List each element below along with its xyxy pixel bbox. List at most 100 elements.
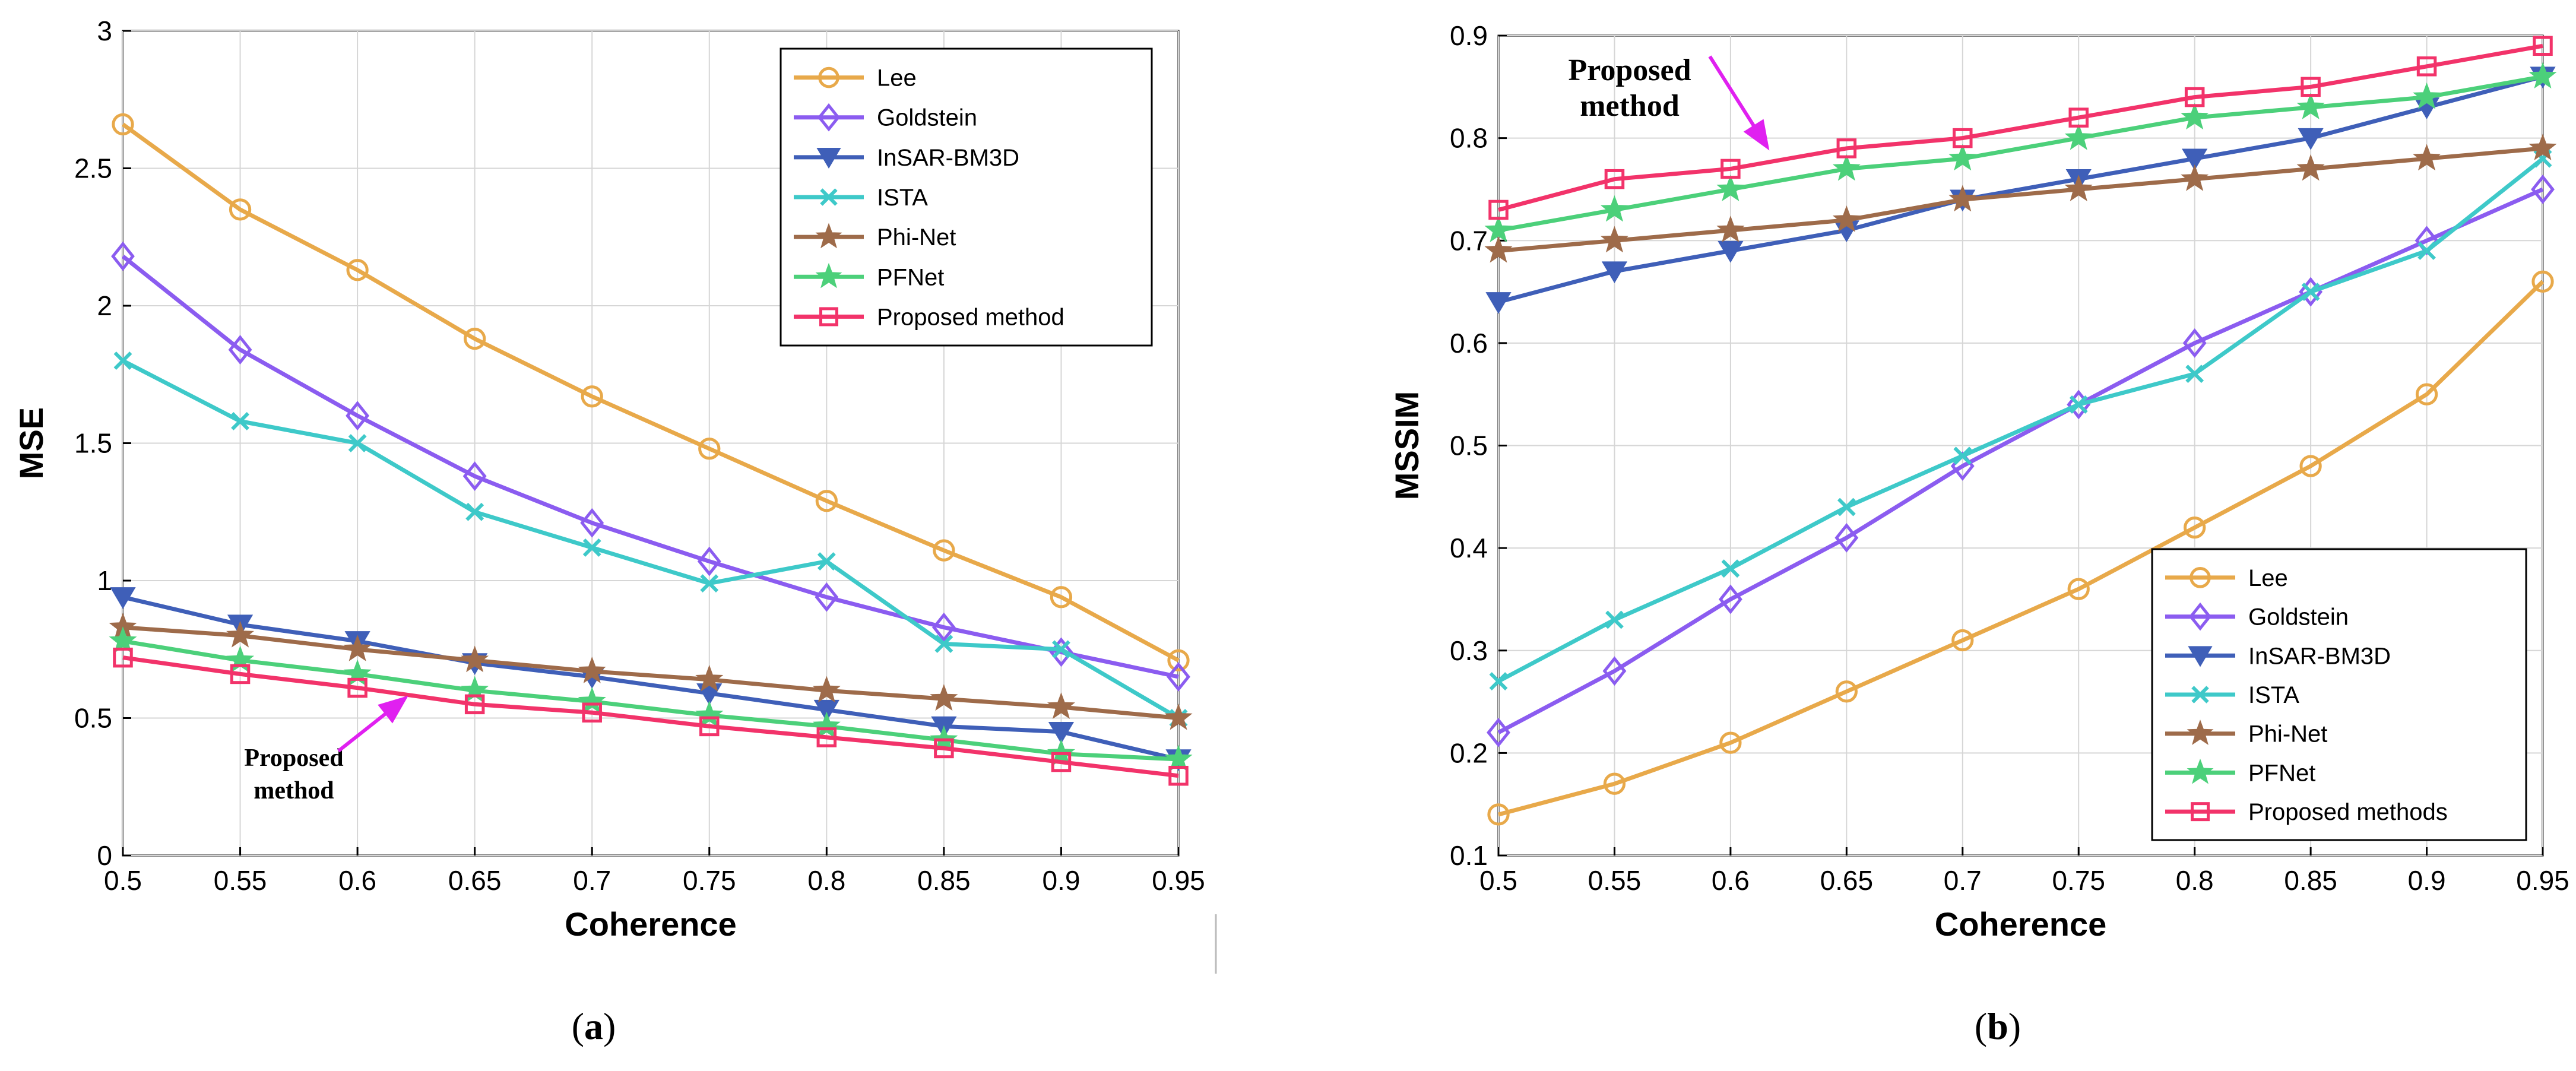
panel-b-x-tick-label: 0.65 bbox=[1820, 865, 1874, 896]
panel-a-data-point bbox=[113, 647, 133, 668]
panel-b-y-tick-label: 0.2 bbox=[1450, 737, 1488, 768]
panel-a-series-line bbox=[122, 359, 1180, 720]
panel-b-data-point bbox=[1832, 205, 1861, 232]
panel-a-data-point bbox=[815, 490, 838, 512]
panel-a-data-point bbox=[934, 635, 953, 653]
panel-a-data-point bbox=[695, 664, 724, 692]
panel-a-data-point bbox=[110, 587, 136, 609]
panel-a-x-tick-label: 0.6 bbox=[338, 865, 376, 896]
panel-a-data-point bbox=[461, 645, 489, 673]
legend-label: Proposed methods bbox=[2248, 799, 2448, 825]
panel-b-x-tick-label: 0.6 bbox=[1712, 865, 1750, 896]
panel-b-data-point bbox=[2529, 62, 2557, 89]
panel-b-data-point bbox=[1604, 169, 1625, 189]
panel-a-data-point bbox=[817, 552, 836, 571]
legend-item: Lee bbox=[2165, 565, 2288, 591]
panel-b-data-point bbox=[1837, 498, 1856, 517]
panel-a-series-lee bbox=[112, 113, 1190, 671]
panel-b-data-point bbox=[1834, 522, 1859, 553]
panel-a-x-tick-label: 0.9 bbox=[1042, 865, 1080, 896]
panel-a-y-axis-label: MSE bbox=[12, 407, 50, 479]
panel-b-annotation-line2: method bbox=[1580, 89, 1680, 123]
panel-a-data-point bbox=[697, 546, 721, 576]
panel-a-series-proposed-method bbox=[113, 647, 1189, 786]
panel-b-data-point bbox=[1716, 175, 1745, 201]
panel-b-data-point bbox=[1953, 128, 1973, 148]
panel-b-data-point bbox=[2067, 578, 2090, 600]
panel-a-data-point bbox=[815, 582, 839, 612]
legend-item: Phi-Net bbox=[2165, 720, 2327, 747]
panel-b-y-tick-label: 0.8 bbox=[1450, 123, 1488, 154]
panel-a-data-point bbox=[578, 657, 606, 683]
legend-item: ISTA bbox=[794, 185, 928, 211]
panel-a-data-point bbox=[226, 620, 255, 648]
panel-b-data-point bbox=[1487, 803, 1510, 826]
panel-b-data-point bbox=[2064, 175, 2093, 201]
panel-b-data-point bbox=[2181, 164, 2209, 191]
panel-b-x-tick-label: 0.5 bbox=[1479, 865, 1517, 896]
panel-b-data-point bbox=[2301, 283, 2320, 301]
legend-item: Goldstein bbox=[2165, 602, 2349, 631]
panel-a-series-line bbox=[121, 254, 1179, 679]
panel-a-y-tick-label: 3 bbox=[97, 15, 112, 46]
panel-a-data-point bbox=[347, 677, 367, 698]
panel-a-data-point bbox=[112, 113, 134, 136]
panel-b-y-tick-label: 0.7 bbox=[1450, 225, 1488, 256]
legend-label: Lee bbox=[877, 65, 917, 91]
panel-b-data-point bbox=[2531, 270, 2554, 293]
panel-b-data-point bbox=[1836, 138, 1857, 159]
panel-b-data-point bbox=[2417, 242, 2436, 260]
panel-a-caption-letter: a bbox=[584, 1005, 603, 1047]
panel-a-data-point bbox=[934, 738, 954, 759]
panel-b-annotation: Proposed method bbox=[1568, 53, 1770, 151]
panel-b-data-point bbox=[2182, 148, 2208, 171]
panel-b-x-tick-label: 0.85 bbox=[2284, 865, 2337, 896]
panel-b-series-line bbox=[1497, 157, 2545, 683]
legend-label: Phi-Net bbox=[2248, 721, 2327, 747]
panel-a-data-point bbox=[931, 612, 956, 642]
panel-a-series-line bbox=[122, 655, 1179, 778]
legend-label: Goldstein bbox=[877, 105, 977, 131]
legend-item: Lee bbox=[794, 65, 917, 91]
panel-b-data-point bbox=[1488, 199, 1509, 220]
panel-b-series-line bbox=[1498, 74, 2543, 305]
panel-b-caption-letter: b bbox=[1987, 1005, 2008, 1047]
panel-b-data-point bbox=[1485, 292, 1512, 314]
panel-a-data-point bbox=[812, 676, 841, 703]
legend-item: PFNet bbox=[794, 262, 944, 290]
panel-a-data-point bbox=[813, 699, 839, 722]
panel-a-data-point bbox=[346, 401, 370, 431]
panel-a-data-point bbox=[346, 259, 369, 281]
legend-label: PFNet bbox=[877, 264, 944, 290]
legend-label: ISTA bbox=[2248, 682, 2299, 708]
legend-label: PFNet bbox=[2248, 760, 2315, 786]
legend-label: Goldstein bbox=[2248, 604, 2349, 630]
panel-b-data-point bbox=[2182, 328, 2207, 358]
panel-b-series-lee bbox=[1487, 270, 2554, 826]
panel-b-x-tick-label: 0.8 bbox=[2176, 865, 2214, 896]
legend-swatch-marker bbox=[816, 147, 841, 169]
panel-b-series-line bbox=[1498, 280, 2545, 817]
panel-b-y-ticks: 0.1 0.2 0.3 0.4 0.5 0.6 0.7 0.8 0.9 bbox=[1450, 20, 1507, 871]
panel-a-data-point bbox=[1167, 662, 1190, 692]
panel-b-data-point bbox=[1718, 584, 1742, 614]
panel-b-data-point bbox=[2531, 175, 2555, 204]
legend-swatch-marker bbox=[2188, 646, 2213, 667]
panel-a-annotation-line1: Proposed bbox=[244, 744, 343, 772]
panel-b-x-tick-label: 0.9 bbox=[2408, 865, 2446, 896]
panel-a-y-tick-label: 2 bbox=[97, 290, 112, 321]
panel-b-data-point bbox=[1484, 216, 1513, 243]
panel-b-y-tick-label: 0.9 bbox=[1450, 20, 1488, 51]
panel-a-annotation-line2: method bbox=[254, 777, 334, 804]
legend-item: Proposed methods bbox=[2165, 799, 2448, 825]
panel-a-data-point bbox=[464, 327, 486, 350]
panel-b-series-phi-net bbox=[1484, 134, 2557, 263]
legend-swatch-marker bbox=[819, 307, 838, 327]
panel-a-data-point bbox=[343, 635, 372, 661]
panel-a-y-tick-label: 2.5 bbox=[74, 153, 112, 184]
panel-a-data-point bbox=[111, 241, 135, 271]
panel-b-data-point bbox=[1489, 672, 1508, 690]
panel-a-series-ista bbox=[113, 351, 1188, 727]
legend-label: Lee bbox=[2248, 565, 2288, 591]
